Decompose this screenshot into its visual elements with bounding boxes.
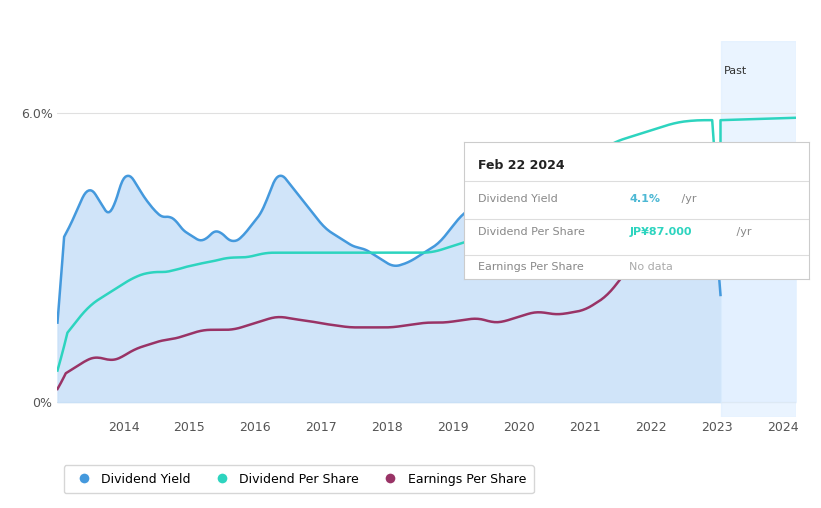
Legend: Dividend Yield, Dividend Per Share, Earnings Per Share: Dividend Yield, Dividend Per Share, Earn… bbox=[64, 465, 534, 493]
Text: Earnings Per Share: Earnings Per Share bbox=[478, 262, 584, 272]
Text: 4.1%: 4.1% bbox=[630, 195, 660, 204]
Text: /yr: /yr bbox=[677, 195, 696, 204]
Text: JP¥87.000: JP¥87.000 bbox=[630, 227, 692, 237]
Text: Dividend Per Share: Dividend Per Share bbox=[478, 227, 585, 237]
Text: Dividend Yield: Dividend Yield bbox=[478, 195, 557, 204]
Text: Feb 22 2024: Feb 22 2024 bbox=[478, 158, 564, 172]
Bar bbox=[721, 41, 796, 417]
Text: Past: Past bbox=[724, 66, 747, 76]
Text: /yr: /yr bbox=[733, 227, 751, 237]
Text: No data: No data bbox=[630, 262, 673, 272]
